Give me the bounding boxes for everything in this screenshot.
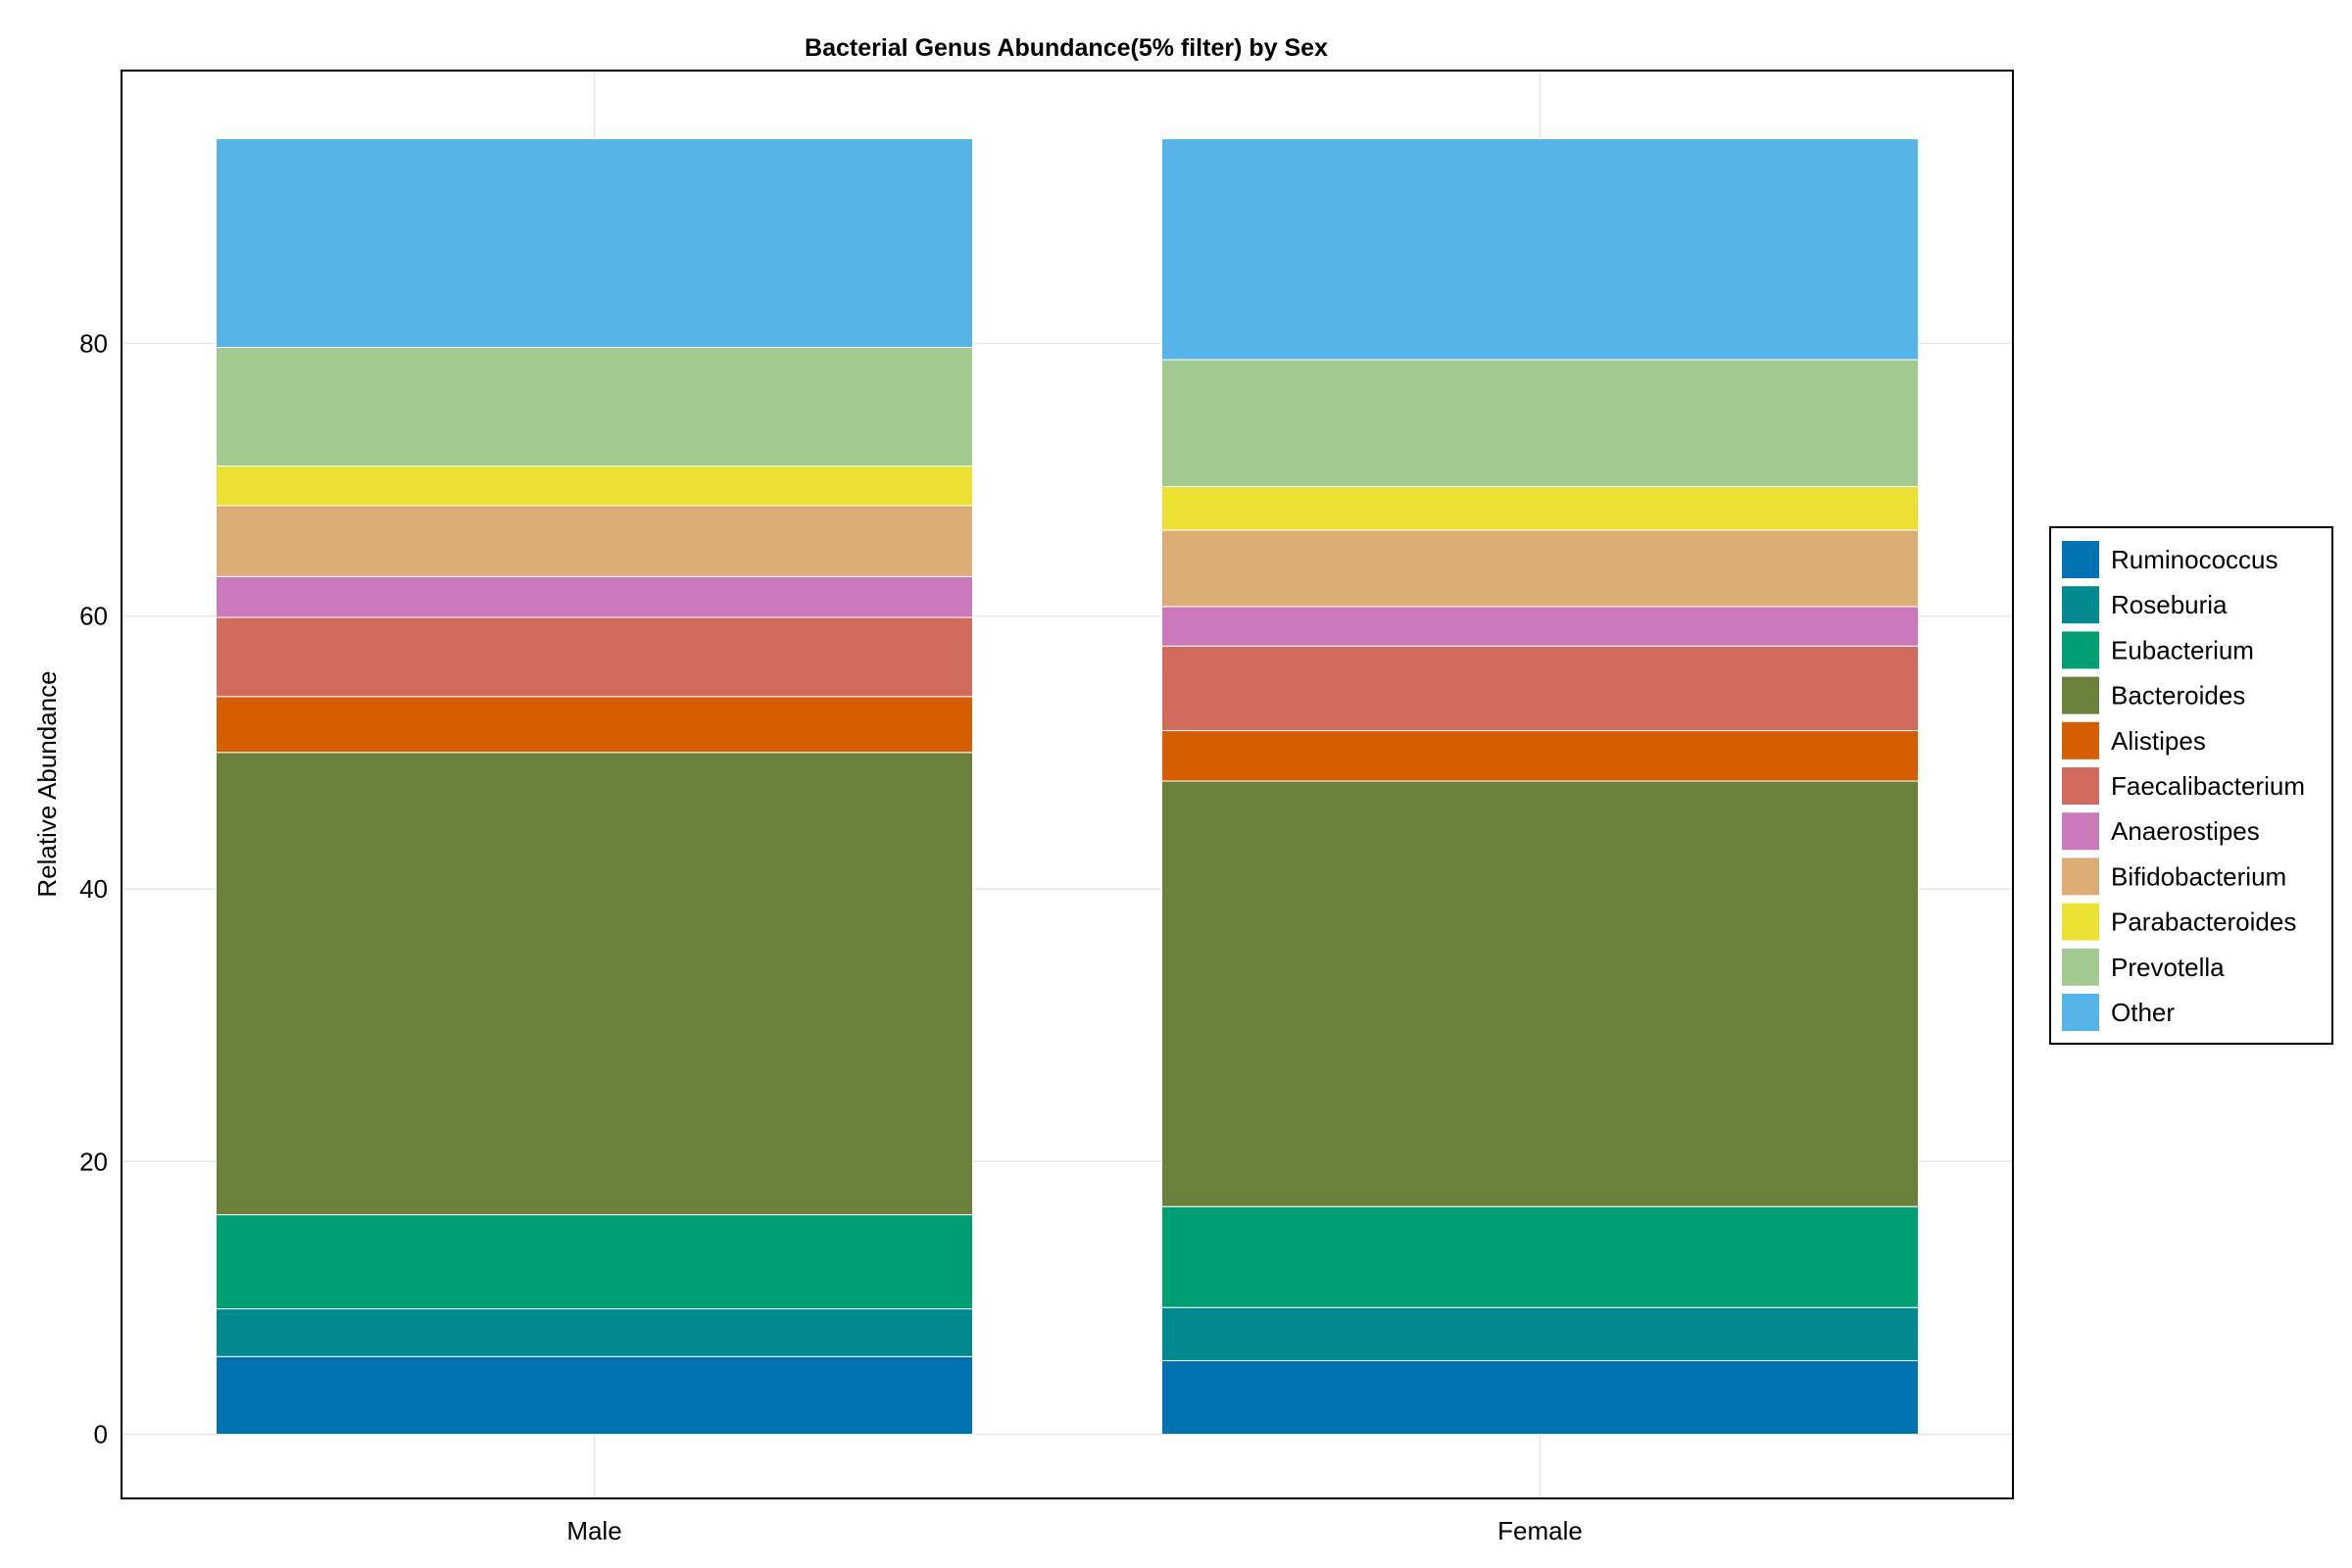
bar-male-ruminococcus <box>216 1355 973 1436</box>
legend-swatch-prevotella <box>2062 948 2099 986</box>
chart-title: Bacterial Genus Abundance(5% filter) by … <box>805 34 1328 62</box>
bar-male-bifidobacterium <box>216 505 973 577</box>
bar-female-other <box>1161 138 1919 361</box>
y-tick-label-80: 80 <box>79 328 108 358</box>
legend-swatch-other <box>2062 994 2099 1031</box>
x-tick-label-male: Male <box>566 1516 621 1545</box>
y-tick-label-60: 60 <box>79 602 108 631</box>
y-axis-label: Relative Abundance <box>32 670 62 897</box>
bar-female-prevotella <box>1161 359 1919 487</box>
y-tick-label-0: 0 <box>94 1420 108 1449</box>
legend-label-faecalibacterium: Faecalibacterium <box>2111 771 2305 801</box>
legend-swatch-alistipes <box>2062 721 2099 760</box>
legend: Ruminococcus Roseburia Eubacterium Bacteroi… <box>2049 526 2333 1045</box>
bar-male-faecalibacterium <box>216 616 973 698</box>
bar-male-bacteroides <box>216 752 973 1216</box>
legend-label-eubacterium: Eubacterium <box>2111 635 2254 664</box>
bar-male-eubacterium <box>216 1214 973 1310</box>
x-axis-ticks: Male Female <box>566 1516 1583 1545</box>
bar-male-parabacteroides <box>216 466 973 507</box>
bar-female-ruminococcus <box>1161 1359 1919 1436</box>
legend-label-other: Other <box>2111 998 2175 1027</box>
legend-label-ruminococcus: Ruminococcus <box>2111 545 2278 574</box>
plot-frame <box>121 70 2014 1499</box>
bar-female-eubacterium <box>1161 1205 1919 1308</box>
legend-swatch-bifidobacterium <box>2062 858 2099 896</box>
bar-female-bifidobacterium <box>1161 529 1919 608</box>
bar-female-anaerostipes <box>1161 606 1919 647</box>
x-tick-label-female: Female <box>1497 1516 1583 1545</box>
legend-label-anaerostipes: Anaerostipes <box>2111 816 2260 846</box>
bar-male-roseburia <box>216 1308 973 1357</box>
legend-label-prevotella: Prevotella <box>2111 953 2225 982</box>
legend-swatch-bacteroides <box>2062 676 2099 714</box>
legend-label-alistipes: Alistipes <box>2111 726 2206 756</box>
legend-swatch-parabacteroides <box>2062 903 2099 941</box>
y-axis-ticks: 0 20 40 60 80 <box>79 328 108 1448</box>
legend-label-bifidobacterium: Bifidobacterium <box>2111 861 2286 891</box>
legend-label-bacteroides: Bacteroides <box>2111 681 2245 710</box>
bar-male-anaerostipes <box>216 575 973 618</box>
legend-swatch-ruminococcus <box>2062 541 2099 578</box>
y-tick-label-40: 40 <box>79 874 108 904</box>
y-tick-label-20: 20 <box>79 1147 108 1176</box>
legend-swatch-roseburia <box>2062 586 2099 624</box>
bar-female-bacteroides <box>1161 780 1919 1207</box>
legend-items: Ruminococcus Roseburia Eubacterium Bacteroi… <box>2062 541 2305 1031</box>
legend-label-roseburia: Roseburia <box>2111 590 2228 619</box>
legend-swatch-eubacterium <box>2062 631 2099 669</box>
legend-swatch-faecalibacterium <box>2062 767 2099 805</box>
bar-female-parabacteroides <box>1161 485 1919 531</box>
bar-female-roseburia <box>1161 1306 1919 1361</box>
bar-male-other <box>216 138 973 348</box>
legend-label-parabacteroides: Parabacteroides <box>2111 907 2296 937</box>
bar-male-alistipes <box>216 696 973 754</box>
legend-swatch-anaerostipes <box>2062 812 2099 851</box>
bars <box>216 138 1919 1436</box>
bar-female-faecalibacterium <box>1161 645 1919 732</box>
bar-female-alistipes <box>1161 730 1919 782</box>
bar-male-prevotella <box>216 346 973 467</box>
